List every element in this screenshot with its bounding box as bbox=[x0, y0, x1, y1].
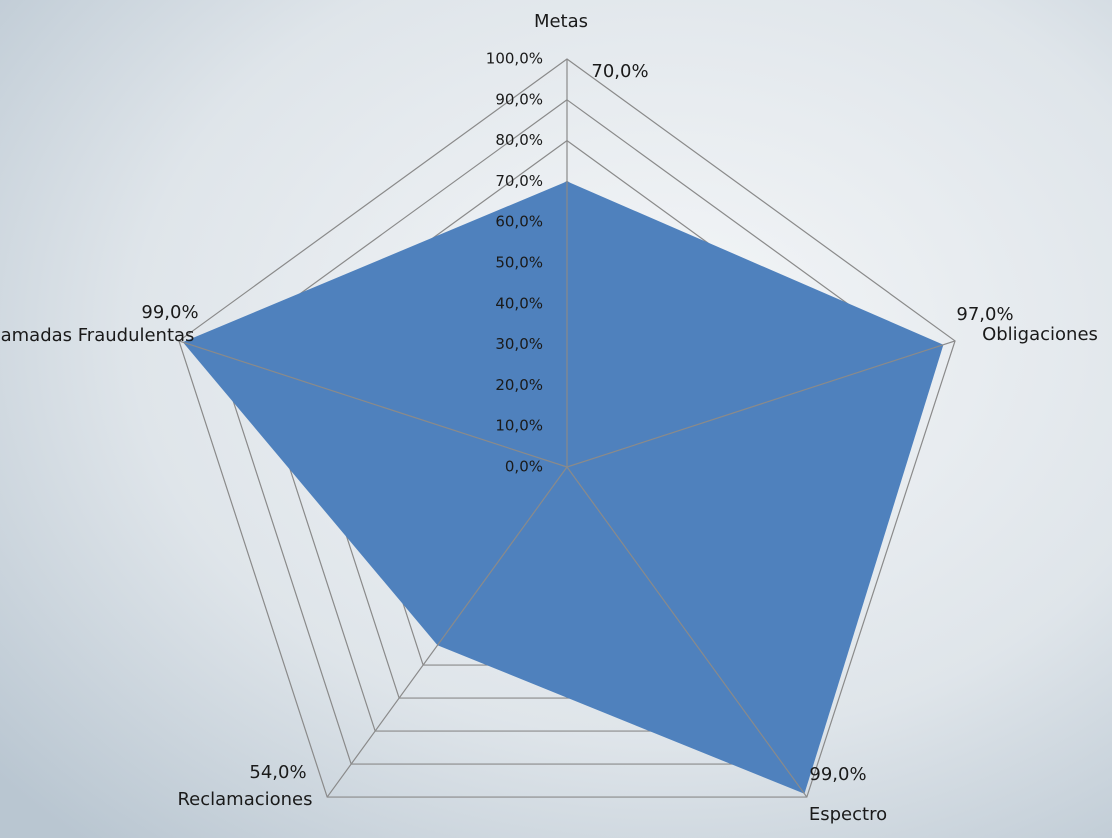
y-tick-label: 70,0% bbox=[495, 172, 543, 190]
category-label: Llamadas Fraudulentas bbox=[0, 325, 194, 346]
value-label: 99,0% bbox=[141, 302, 198, 323]
value-label: 70,0% bbox=[591, 61, 648, 82]
y-tick-label: 80,0% bbox=[495, 131, 543, 149]
value-label: 54,0% bbox=[249, 762, 306, 783]
y-tick-label: 10,0% bbox=[495, 417, 543, 435]
category-label: Reclamaciones bbox=[177, 789, 312, 810]
category-label: Obligaciones bbox=[982, 324, 1098, 345]
y-tick-label: 40,0% bbox=[495, 294, 543, 312]
value-label: 99,0% bbox=[809, 764, 866, 785]
spoke bbox=[178, 340, 568, 468]
value-label: 97,0% bbox=[956, 304, 1013, 325]
y-tick-label: 30,0% bbox=[495, 335, 543, 353]
category-label: Espectro bbox=[809, 804, 887, 825]
y-tick-label: 0,0% bbox=[505, 458, 543, 476]
y-tick-label: 60,0% bbox=[495, 213, 543, 231]
spoke bbox=[326, 466, 568, 798]
y-tick-label: 20,0% bbox=[495, 376, 543, 394]
y-tick-label: 50,0% bbox=[495, 254, 543, 272]
y-tick-label: 90,0% bbox=[495, 90, 543, 108]
spoke bbox=[566, 340, 956, 468]
spoke bbox=[566, 466, 808, 798]
grid-line bbox=[178, 58, 956, 798]
category-label: Metas bbox=[534, 11, 588, 32]
radar-area bbox=[182, 181, 944, 794]
y-tick-label: 100,0% bbox=[486, 50, 543, 68]
